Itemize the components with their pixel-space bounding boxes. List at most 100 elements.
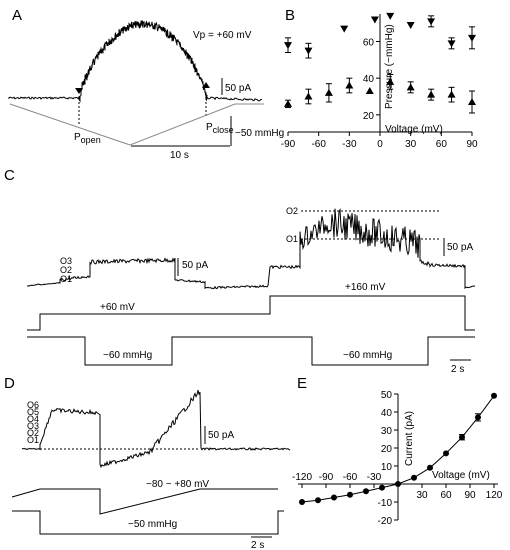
panel-e-data-point <box>427 464 433 471</box>
panel-b-x-tick-label: 60 <box>436 139 448 150</box>
panel-b-x-tick-label: 90 <box>466 139 478 150</box>
panel-b-triangle-up-point <box>427 90 436 98</box>
panel-b-y-tick-label: 40 <box>363 74 375 85</box>
panel-b-x-tick-label: -60 <box>311 139 326 150</box>
panel-d-ramp-protocol <box>11 488 278 515</box>
panel-d-level-o1: O1 <box>27 435 39 445</box>
panel-d-level-o5: O5 <box>27 407 39 417</box>
panel-b-triangle-up-point <box>468 98 476 105</box>
panel-b-x-tick-label: 0 <box>377 139 383 150</box>
panel-d-level-o4: O4 <box>27 414 39 424</box>
panel-e-data-point <box>379 484 385 491</box>
panel-b-triangle-up-point <box>304 92 313 100</box>
panel-d: D O6 O5 O4 O3 O2 O1 50 pA −80 ~ +80 mV −… <box>4 375 291 550</box>
panel-e: E -120 -90 -60 -30 30 60 90 120 -20 -10 10 20 30 40 50… <box>292 375 503 527</box>
panel-b-triangle-up-point <box>386 77 395 85</box>
panel-a-close-marker <box>202 82 210 88</box>
panel-d-current-scale-label: 50 pA <box>208 430 234 441</box>
panel-b-x-tick-label: 30 <box>405 139 417 150</box>
panel-d-current-trace <box>21 389 291 469</box>
panel-b-y-tick-label: 60 <box>363 38 375 49</box>
panel-e-y-tick-label: 50 <box>381 390 393 401</box>
panel-e-x-tick-label: -30 <box>367 472 382 483</box>
panel-e-data-point <box>363 488 369 495</box>
panel-b-y-tick-label: 20 <box>363 111 375 122</box>
panel-a-current-scale-label: 50 pA <box>225 83 251 94</box>
panel-c-left-scale-label: 50 pA <box>182 260 208 271</box>
panel-c-p1-label: −60 mmHg <box>103 350 152 361</box>
panel-a-pclose-label: Pclose <box>206 122 234 135</box>
panel-e-data-point <box>475 414 481 421</box>
panel-c-time-scale-label: 2 s <box>451 364 464 375</box>
panel-c-v1-label: +60 mV <box>100 302 135 313</box>
panel-d-time-scale-label: 2 s <box>251 540 264 550</box>
panel-d-level-o3: O3 <box>27 421 39 431</box>
panel-c-level-o1: O1 <box>60 274 72 284</box>
panel-e-x-tick-label: -90 <box>319 472 334 483</box>
panel-c-right-level-o2: O2 <box>286 206 298 216</box>
panel-c-p2-label: −60 mmHg <box>343 350 392 361</box>
panel-e-data-point <box>443 450 449 457</box>
panel-e-y-tick-label: -10 <box>378 498 393 509</box>
panel-c-v2-label: +160 mV <box>345 282 386 293</box>
panel-b-x-label: Voltage (mV) <box>385 124 443 135</box>
panel-c-voltage-protocol <box>27 295 475 331</box>
panel-b-triangle-up-point <box>447 90 456 98</box>
panel-e-x-label: Voltage (mV) <box>432 470 490 481</box>
panel-e-data-point <box>299 499 305 505</box>
panel-b-triangle-down-point <box>386 12 395 20</box>
panel-a-open-marker <box>75 88 83 94</box>
panel-e-x-tick-label: 30 <box>416 490 428 501</box>
panel-c-letter: C <box>4 167 15 184</box>
panel-b-triangle-up-point <box>365 87 374 94</box>
panel-b-triangle-down-point <box>427 18 436 26</box>
panel-a-pressure-trace <box>9 103 264 146</box>
panel-e-data-point <box>491 392 497 399</box>
panel-d-pressure-protocol <box>12 510 284 535</box>
panel-e-data-point <box>395 481 401 487</box>
panel-a-time-scale-label: 10 s <box>170 150 189 161</box>
panel-e-y-tick-label: 10 <box>381 462 393 473</box>
panel-d-letter: D <box>4 375 15 392</box>
panel-e-data-point <box>331 494 337 501</box>
panel-c: C O3 O2 O1 O2 O1 50 pA 50 pA +60 mV +160… <box>4 167 476 375</box>
panel-e-y-tick-label: -20 <box>378 516 393 527</box>
panel-c-current-trace <box>26 207 476 290</box>
panel-b-x-tick-label: -30 <box>342 139 357 150</box>
panel-b-triangle-down-point <box>406 22 415 29</box>
panel-e-data-point <box>347 491 353 498</box>
panel-a-vp-label: Vp = +60 mV <box>193 30 252 41</box>
panel-e-y-tick-label: 30 <box>381 426 393 437</box>
panel-e-x-tick-label: 60 <box>440 490 452 501</box>
panel-b-triangle-down-point <box>340 25 349 33</box>
panel-d-pressure-label: −50 mmHg <box>128 519 177 530</box>
panel-e-data-point <box>315 497 321 504</box>
panel-b-triangle-down-point <box>468 34 476 42</box>
panel-b-triangle-down-point <box>304 47 313 55</box>
panel-b-x-tick-label: -90 <box>281 139 296 150</box>
panel-e-x-tick-label: 120 <box>486 490 503 501</box>
panel-c-pressure-protocol <box>27 336 475 366</box>
panel-b-triangle-up-point <box>284 99 292 107</box>
panel-a: A Vp = +60 mV Popen Pclose 50 pA 10 s −5… <box>7 7 284 161</box>
panel-e-y-label: Current (pA) <box>404 411 415 466</box>
panel-b-triangle-up-point <box>324 88 333 96</box>
panel-b: B -90 -60 -30 0 30 60 90 20 40 60 Voltage (mV) Pr… <box>281 7 478 150</box>
panel-c-right-scale-label: 50 pA <box>447 242 473 253</box>
panel-b-triangle-down-point <box>284 42 292 50</box>
panel-b-triangle-up-point <box>406 83 415 91</box>
panel-b-triangle-down-point <box>370 16 379 24</box>
panel-e-y-tick-label: 40 <box>381 408 393 419</box>
panel-a-letter: A <box>12 7 22 24</box>
panel-e-y-tick-label: 20 <box>381 444 393 455</box>
panel-e-x-tick-label: 90 <box>464 490 476 501</box>
panel-a-current-trace <box>7 19 263 103</box>
panel-d-level-o2: O2 <box>27 428 39 438</box>
panel-a-pressure-scale-label: −50 mmHg <box>235 128 284 139</box>
panel-b-triangle-up-point <box>345 81 354 89</box>
panel-e-x-tick-label: -60 <box>343 472 358 483</box>
panel-c-level-o2: O2 <box>60 265 72 275</box>
panel-a-popen-label: Popen <box>74 132 101 145</box>
panel-e-x-tick-label: -120 <box>292 472 312 483</box>
